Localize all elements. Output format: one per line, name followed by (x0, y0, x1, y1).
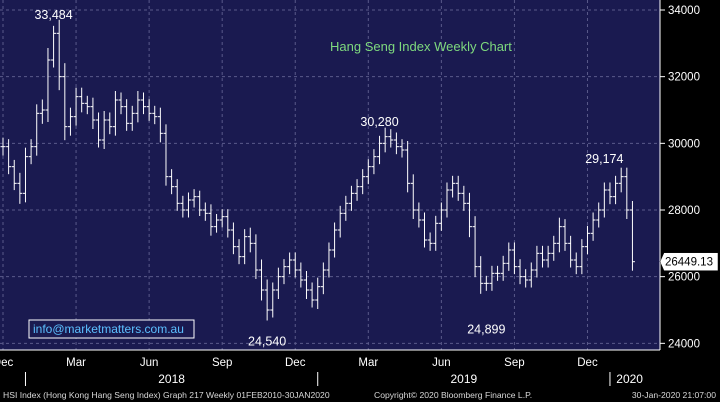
price-annotation: 33,484 (34, 8, 72, 22)
plot-area (0, 0, 660, 350)
y-tick-label: 28000 (668, 205, 700, 217)
y-tick-label: 30000 (668, 138, 700, 150)
website-label: info@marketmatters.com.au (33, 322, 184, 336)
x-tick-label: Jun (432, 357, 451, 369)
year-label: 2020 (616, 372, 643, 386)
y-tick-label: 34000 (668, 5, 700, 17)
price-annotation: 29,174 (585, 152, 623, 166)
x-tick-label: Dec (0, 357, 13, 369)
x-tick-label: Dec (577, 357, 598, 369)
price-annotation: 24,899 (467, 322, 505, 336)
x-tick-label: Sep (212, 357, 232, 369)
x-tick-label: Jun (140, 357, 159, 369)
website-box (28, 319, 195, 339)
last-price-box (659, 252, 719, 271)
y-tick-label: 24000 (668, 338, 700, 350)
x-tick-label: Sep (504, 357, 524, 369)
price-annotation: 30,280 (360, 115, 398, 129)
year-label: 2018 (158, 372, 185, 386)
y-tick-label: 26000 (668, 272, 700, 284)
footer-copyright: Copyright© 2020 Bloomberg Finance L.P. (374, 390, 533, 400)
footer-timestamp: 30-Jan-2020 21:07:00 (631, 390, 716, 400)
hang-seng-weekly-chart: 24000 26000 28000 30000 32000 34000 Hang Seng … (0, 0, 719, 386)
chart-title: Hang Seng Index Weekly Chart (330, 39, 512, 54)
price-annotation: 24,540 (248, 334, 286, 348)
y-tick-label: 32000 (668, 72, 700, 84)
x-tick-label: Dec (285, 357, 306, 369)
x-tick-label: Mar (358, 357, 378, 369)
last-price-label: 26449.13 (665, 257, 713, 269)
chart-footer: HSI Index (Hong Kong Hang Seng Index) Gr… (0, 388, 720, 402)
footer-source: HSI Index (Hong Kong Hang Seng Index) Gr… (3, 390, 330, 400)
year-label: 2019 (450, 372, 477, 386)
x-tick-label: Mar (66, 357, 86, 369)
